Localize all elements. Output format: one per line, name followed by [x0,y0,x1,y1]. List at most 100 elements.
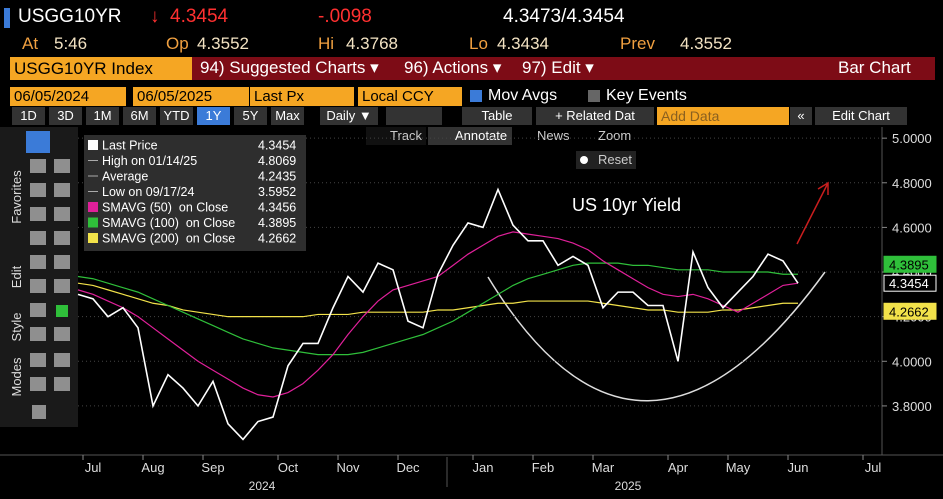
moving-average [77,282,798,318]
value: 4.3552 [680,34,732,53]
range-button[interactable]: 6M [123,107,156,125]
track[interactable]: Track [390,128,423,143]
change: -.0098 [318,6,372,27]
arrow: ↓ [150,6,160,27]
y-tick-label: 3.8000 [892,399,932,414]
range-button[interactable]: 3D [49,107,82,125]
checkbox[interactable] [470,90,482,102]
side-tab[interactable]: Edit [9,265,24,288]
start-date[interactable]: 06/05/2024 [10,87,126,106]
value: 5:46 [54,34,88,53]
side-tab[interactable]: Style [9,313,24,342]
legend-label: SMAVG (200) on Close [102,232,235,246]
arrow-drawing [796,181,829,245]
end-date[interactable]: 06/05/2025 [133,87,249,106]
legend-bg [84,135,306,251]
bid-ask: 4.3473/4.3454 [503,6,625,27]
menu-item[interactable]: 96) Actions ▾ [404,58,502,77]
reset[interactable]: Reset [598,152,632,167]
legend: Last Price 4.3454 High on 01/14/25 4.8069 Av… [84,135,306,251]
tool-row [366,127,636,169]
range-button[interactable]: 1Y [197,107,230,125]
side-tab[interactable]: Modes [9,357,24,397]
key-events[interactable]: Key Events [606,87,687,104]
security[interactable]: USGG10YR Index [10,57,192,80]
period[interactable]: Daily ▼ [320,107,378,125]
x-tick-label: Dec [396,460,420,475]
collapse[interactable]: « [790,107,812,125]
x-tick-label: Feb [532,460,554,475]
legend-label: SMAVG (100) on Close [102,216,235,230]
field[interactable]: Last Px [250,87,354,106]
x-tick-label: Apr [668,460,689,475]
legend-label: High on 01/14/25 [102,154,197,168]
tool-icons[interactable] [386,107,442,125]
value-tag-label: 4.2662 [889,304,929,319]
add-data[interactable]: Add Data [657,107,789,125]
legend-swatch [88,202,98,212]
value-tag [883,274,937,292]
pointer-tool[interactable] [26,131,50,153]
x-tick-label: Sep [201,460,224,475]
legend-value: 3.5952 [258,185,296,199]
tool-icons [30,159,70,419]
label: Hi [318,34,335,53]
menu-item[interactable]: 97) Edit ▾ [522,58,594,77]
y-tick-label: 5.0000 [892,131,932,146]
year-label: 2024 [249,479,276,493]
range-button[interactable]: 1M [86,107,119,125]
price-line [77,187,799,441]
year-label: 2025 [615,479,642,493]
label: Prev [620,34,655,53]
legend-label: Last Price [102,139,158,153]
value-tag-label: 4.3895 [889,257,929,272]
x-tick-label: May [726,460,751,475]
menu-item[interactable]: 94) Suggested Charts ▾ [200,58,379,77]
legend-value: 4.3895 [258,216,296,230]
annotate[interactable]: Annotate [455,128,507,143]
legend-value: 4.8069 [258,154,296,168]
edit-chart[interactable]: Edit Chart [815,107,907,125]
annotation: US 10yr Yield [572,195,681,215]
legend-swatch [88,217,98,228]
label: At [22,34,39,53]
moving-average [77,262,798,356]
chart: Track Annotate News Zoom Reset Favorites… [0,127,943,493]
x-tick-label: Jan [473,460,494,475]
range-button[interactable]: 1D [12,107,45,125]
currency[interactable]: Local CCY [358,87,462,106]
mov-avgs[interactable]: Mov Avgs [488,87,558,104]
legend-value: 4.3454 [258,139,296,153]
label: Op [166,34,189,53]
range-button[interactable]: Max [271,107,304,125]
news[interactable]: News [537,128,570,143]
x-tick-label: Jul [85,460,102,475]
legend-value: 4.2435 [258,170,296,184]
zoom[interactable]: Zoom [598,128,631,143]
ticker-marker [4,8,10,28]
x-tick-label: Oct [278,460,299,475]
value: 4.3552 [197,34,249,53]
range-button[interactable]: YTD [160,107,193,125]
legend-label: Average [102,170,148,184]
y-tick-label: 4.8000 [892,176,932,191]
table[interactable]: Table [462,107,532,125]
legend-swatch [88,233,98,243]
x-tick-label: Aug [141,460,164,475]
value-tag-label: 4.3454 [889,276,929,291]
legend-value: 4.3456 [258,201,296,215]
x-tick-label: Nov [336,460,360,475]
legend-swatch [88,140,98,150]
last: 4.3454 [170,6,229,27]
value-tag [883,255,937,273]
chart-type[interactable]: Bar Chart [838,58,911,77]
value-tag [883,302,937,320]
label: Lo [469,34,488,53]
side-tab[interactable]: Favorites [9,170,24,224]
checkbox[interactable] [588,90,600,102]
range-button[interactable]: 5Y [234,107,267,125]
related[interactable]: + Related Dat [536,107,654,125]
x-tick-label: Jul [865,460,882,475]
menu-bar [10,57,935,80]
